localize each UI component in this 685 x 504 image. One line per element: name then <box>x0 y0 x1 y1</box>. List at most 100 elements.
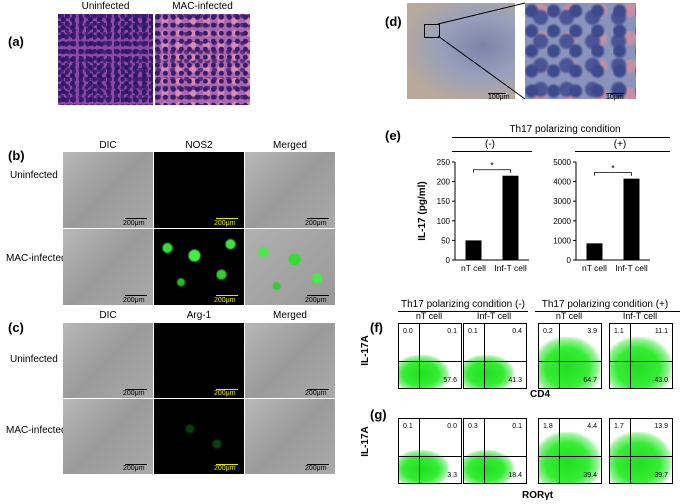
flow-event-cloud <box>539 431 601 483</box>
quadrant-line <box>610 456 672 458</box>
significance-bracket <box>594 172 632 176</box>
merged-image-b1 <box>245 152 335 228</box>
scalebar <box>606 93 624 94</box>
flow-ylabel-g: IL-17A <box>359 426 371 457</box>
quadrant-value-ul: 0.1 <box>403 423 413 430</box>
flow-event-cloud <box>464 449 514 483</box>
merged-image-c1 <box>245 323 335 398</box>
quadrant-line <box>418 419 420 483</box>
flow-xlabel-g: RORγt <box>522 490 554 501</box>
flow-event-cloud <box>399 354 449 388</box>
ihc-image-low-mag <box>407 3 515 99</box>
scalebar-label: 100μm <box>488 94 510 101</box>
panel-e-label: (e) <box>385 128 401 143</box>
flow-plot-title: Inf-T cell <box>622 311 658 321</box>
flow-group-neg: Th17 polarizing condition (-) <box>401 299 525 310</box>
flow-plot: 1.1 11.1 43.0 <box>609 323 673 389</box>
panel-e-header: Th17 polarizing condition <box>509 124 621 135</box>
quadrant-value-ul: 1.7 <box>614 423 624 430</box>
panel-c-row-uninfected: Uninfected <box>10 354 58 365</box>
quadrant-line <box>464 361 526 363</box>
quadrant-value-lr: 39.4 <box>583 472 597 479</box>
arg1-image-c2 <box>154 399 244 474</box>
arg1-image-c1 <box>154 323 244 398</box>
merged-image-c2 <box>245 399 335 474</box>
header-line <box>452 137 670 138</box>
quadrant-line <box>629 419 631 483</box>
flow-plot: 0.2 3.9 64.7 <box>538 323 602 389</box>
scalebar-label: 200μm <box>123 220 145 227</box>
nos2-image-b2 <box>154 229 244 305</box>
flow-group-pos: Th17 polarizing condition (+) <box>541 299 669 310</box>
quadrant-value-lr: 3.3 <box>447 472 457 479</box>
condition-neg-line <box>452 151 532 152</box>
quadrant-line <box>418 324 420 388</box>
flow-plot: 0.0 0.1 57.6 <box>398 323 462 389</box>
bar <box>465 240 482 260</box>
flow-plot-title: nT cell <box>555 311 583 321</box>
panel-c-col-dic: DIC <box>99 310 117 321</box>
quadrant-value-ur: 3.9 <box>587 328 597 335</box>
condition-pos-label: (+) <box>613 139 627 150</box>
quadrant-line <box>399 456 461 458</box>
scalebar-label: 200μm <box>214 465 236 472</box>
panel-c-col-merged: Merged <box>273 310 307 321</box>
scalebar <box>216 295 238 296</box>
scalebar-label: 200μm <box>214 220 236 227</box>
scalebar-label: 200μm <box>214 297 236 304</box>
significance-star: * <box>611 164 615 174</box>
quadrant-value-lr: 64.7 <box>583 377 597 384</box>
flow-event-cloud <box>399 449 449 483</box>
scalebar-label: 200μm <box>123 297 145 304</box>
y-tick-label: 250 <box>437 158 451 167</box>
quadrant-line <box>558 419 560 483</box>
bar <box>502 175 519 260</box>
panel-a-col-mac: MAC-infected <box>172 1 233 12</box>
quadrant-line <box>629 324 631 388</box>
scalebar-label: 200μm <box>305 390 327 397</box>
condition-neg-label: (-) <box>485 139 495 150</box>
quadrant-line <box>464 456 526 458</box>
quadrant-value-lr: 41.3 <box>508 377 522 384</box>
scalebar <box>216 464 238 465</box>
scalebar <box>216 218 238 219</box>
y-tick-label: 3000 <box>553 197 571 206</box>
panel-b-col-nos2: NOS2 <box>185 140 213 151</box>
scalebar <box>216 389 238 390</box>
flow-xlabel-f: CD4 <box>530 389 551 400</box>
quadrant-value-ur: 11.1 <box>654 328 668 335</box>
scalebar-label: 200μm <box>305 297 327 304</box>
y-tick-label: 50 <box>441 236 450 245</box>
panel-b-row-uninfected: Uninfected <box>10 170 58 181</box>
scalebar <box>125 295 147 296</box>
y-tick-label: 5000 <box>553 158 571 167</box>
y-tick-label: 200 <box>437 178 451 187</box>
flow-event-cloud <box>464 354 514 388</box>
y-tick-label: 150 <box>437 197 451 206</box>
zoom-box <box>424 24 440 38</box>
quadrant-line <box>610 361 672 363</box>
panel-g-label: (g) <box>370 407 387 422</box>
flow-plot-title: nT cell <box>415 311 443 321</box>
flow-event-cloud <box>539 336 601 388</box>
quadrant-value-ul: 0.1 <box>468 328 478 335</box>
quadrant-value-ul: 0.0 <box>403 328 413 335</box>
y-tick-label: 100 <box>437 217 451 226</box>
quadrant-value-ur: 4.4 <box>587 423 597 430</box>
scalebar-label: 200μm <box>305 220 327 227</box>
quadrant-line <box>539 361 601 363</box>
panel-b-row-mac: MAC-infected <box>6 253 67 264</box>
significance-bracket <box>473 169 511 173</box>
quadrant-value-ur: 0.4 <box>512 328 522 335</box>
flow-group-pos-line <box>535 311 680 312</box>
significance-star: * <box>490 161 494 171</box>
flow-plot-title: Inf-T cell <box>476 311 512 321</box>
scalebar <box>488 93 506 94</box>
flow-event-cloud <box>610 336 672 388</box>
bar <box>586 243 603 260</box>
quadrant-line <box>558 324 560 388</box>
flow-plot: 0.3 0.1 18.4 <box>463 418 527 484</box>
il17-chart-neg: 0 50 100 150 200 250 nT cell Inf-T cell * IL-17 (… <box>417 158 529 273</box>
y-tick-label: 0 <box>567 256 572 265</box>
panel-b-label: (b) <box>8 148 25 163</box>
